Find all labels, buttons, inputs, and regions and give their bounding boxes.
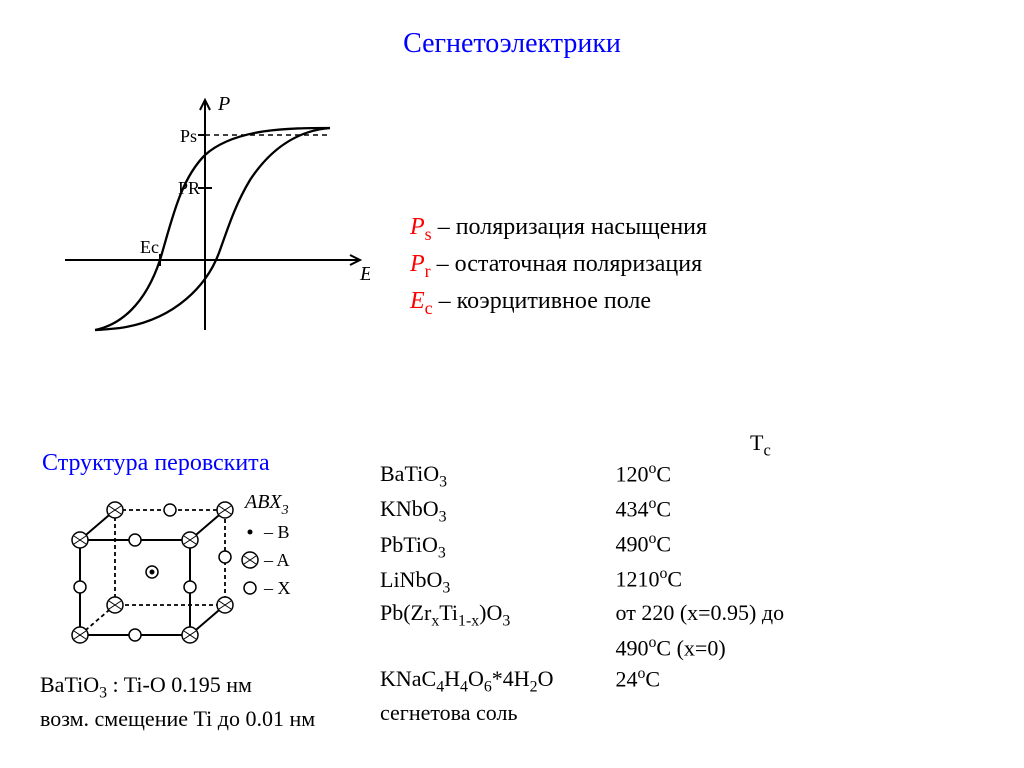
axis-e-label: E — [359, 263, 370, 285]
table-row: PbTiO3 490oC — [380, 528, 784, 563]
table-row: 490oC (x=0) — [380, 632, 784, 663]
def-ec: Ec – коэрцитивное поле — [410, 284, 707, 321]
definitions-block: Ps – поляризация насыщения Pr – остаточн… — [410, 210, 707, 321]
hysteresis-curve-up — [95, 128, 330, 330]
ps-text: – поляризация насыщения — [432, 214, 707, 240]
table-row: Pb(ZrxTi1-x)O3 от 220 (x=0.95) до — [380, 598, 784, 632]
perovskite-diagram: ABX3 – B – A – X — [50, 490, 330, 650]
hysteresis-curve-down — [95, 128, 330, 330]
table-row: KNaC4H4O6*4H2O 24oC — [380, 663, 784, 698]
ps-symbol: Ps — [410, 214, 432, 240]
ec-tick-label: Ec — [140, 237, 159, 257]
svg-text:– B: – B — [263, 522, 290, 542]
ps-tick-label: Ps — [180, 126, 197, 146]
ec-symbol: Ec — [410, 288, 433, 314]
batio-note-line1: BaTiO3 : Ti-O 0.195 нм — [40, 670, 315, 704]
batio-note-line2: возм. смещение Ti до 0.01 нм — [40, 704, 315, 734]
legend-formula: ABX3 — [243, 491, 289, 518]
table-row: BaTiO3 120oC — [380, 458, 784, 493]
axis-p-label: P — [217, 93, 230, 115]
table-row: LiNbO3 1210oC — [380, 563, 784, 598]
table-row: KNbO3 434oC — [380, 493, 784, 528]
pr-symbol: Pr — [410, 251, 431, 277]
hysteresis-plot: P E Ps PR Ec — [40, 80, 370, 340]
page-title: Сегнетоэлектрики — [0, 28, 1024, 60]
batio-note: BaTiO3 : Ti-O 0.195 нм возм. смещение Ti… — [40, 670, 315, 733]
def-ps: Ps – поляризация насыщения — [410, 210, 707, 247]
b-atom — [150, 570, 155, 575]
def-pr: Pr – остаточная поляризация — [410, 247, 707, 284]
pr-text: – остаточная поляризация — [431, 251, 702, 277]
ec-text: – коэрцитивное поле — [433, 288, 651, 314]
svg-text:– A: – A — [263, 550, 290, 570]
materials-table: BaTiO3 120oC KNbO3 434oC PbTiO3 490oC Li… — [380, 430, 784, 728]
svg-text:– X: – X — [263, 578, 291, 598]
perovskite-title: Структура перовскита — [42, 450, 270, 477]
table-row: сегнетова соль — [380, 698, 784, 728]
